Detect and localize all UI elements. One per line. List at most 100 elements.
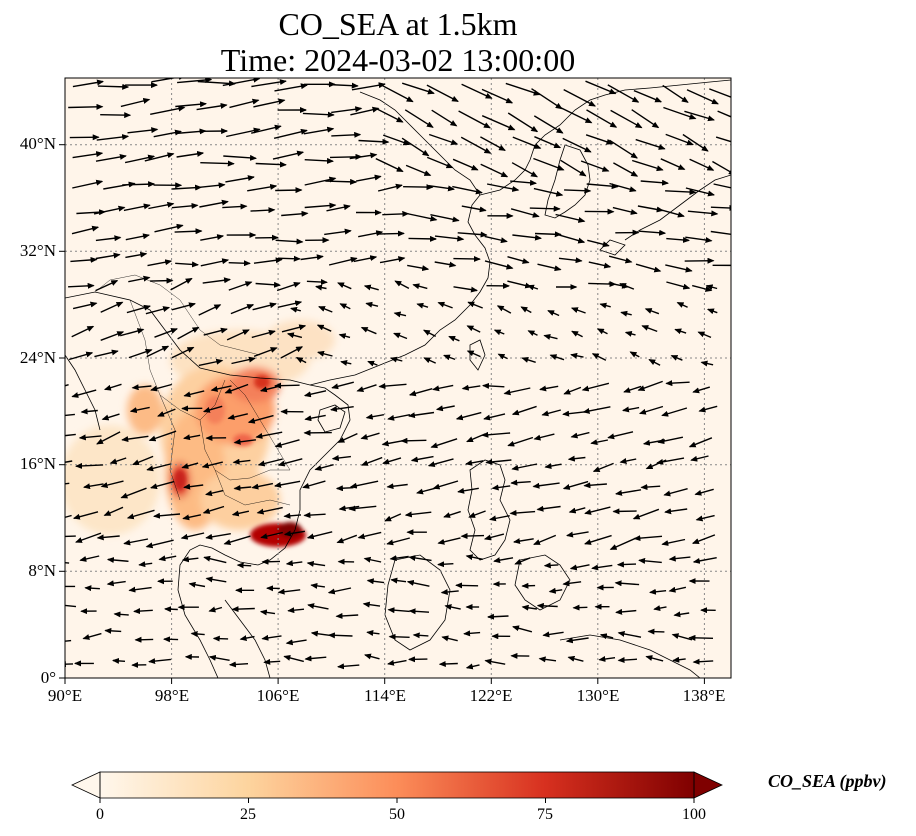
wind-arrow (568, 507, 586, 514)
wind-arrow (363, 284, 379, 291)
wind-arrow (510, 179, 537, 186)
wind-arrow (596, 328, 608, 335)
wind-arrow (713, 183, 731, 189)
wind-arrow (247, 414, 274, 424)
wind-arrow (104, 627, 122, 634)
wind-arrow (432, 480, 459, 490)
chart-subtitle-time: Time: 2024-03-02 13:00:00 (220, 42, 576, 78)
wind-arrow (635, 263, 662, 273)
wind-arrow (290, 306, 301, 313)
wind-arrow (367, 360, 378, 367)
wind-arrow (379, 256, 406, 264)
wind-arrow (222, 78, 261, 87)
wind-arrow (465, 554, 483, 561)
wind-arrow (534, 231, 562, 238)
wind-arrow (302, 111, 335, 118)
wind-arrow (633, 535, 663, 542)
wind-arrow (360, 456, 383, 466)
wind-arrow (583, 482, 607, 489)
wind-arrow (285, 560, 303, 567)
lon-tick-label: 106°E (256, 686, 300, 705)
wind-arrow (72, 151, 104, 159)
wind-arrow (253, 98, 286, 108)
wind-arrow (181, 462, 199, 469)
wind-arrow (615, 608, 637, 615)
wind-arrow (100, 331, 125, 341)
lon-tick-label: 98°E (154, 686, 190, 705)
wind-arrow (302, 480, 326, 489)
wind-arrow (163, 636, 179, 643)
wind-arrow (390, 577, 407, 584)
wind-arrow (663, 488, 688, 497)
wind-arrow (233, 484, 252, 491)
wind-arrow (434, 235, 465, 242)
wind-arrow (686, 89, 719, 105)
wind-arrow (673, 611, 690, 618)
wind-arrow (154, 328, 178, 338)
wind-arrow (274, 439, 300, 448)
wind-arrow (709, 88, 731, 98)
wind-arrow (586, 183, 619, 190)
wind-arrow (572, 604, 588, 611)
wind-arrow (239, 635, 255, 642)
wind-arrow (548, 587, 563, 594)
wind-arrow (327, 82, 359, 89)
wind-arrow (465, 459, 484, 466)
wind-arrow (375, 157, 404, 173)
wind-arrow (428, 185, 455, 192)
wind-arrow (692, 557, 717, 564)
colorbar-tick-label: 25 (240, 806, 256, 823)
wind-arrow (382, 457, 402, 465)
wind-arrow (330, 406, 354, 412)
wind-arrow (631, 109, 660, 129)
wind-arrow (616, 561, 637, 568)
wind-arrow (619, 458, 637, 464)
map-background (65, 78, 731, 678)
wind-arrow (582, 406, 611, 414)
wind-arrow (484, 235, 508, 244)
wind-arrow (510, 208, 540, 218)
wind-arrow (663, 106, 697, 120)
wind-arrow (256, 506, 283, 515)
wind-arrow (641, 325, 658, 333)
wind-arrow (80, 408, 98, 415)
wind-arrow (72, 179, 104, 189)
wind-arrow (124, 154, 156, 164)
wind-arrow (461, 384, 481, 391)
wind-arrow (520, 306, 532, 314)
wind-arrow (121, 435, 149, 443)
wind-arrow (70, 256, 98, 263)
wind-arrow (563, 88, 596, 107)
wind-arrow (68, 351, 94, 361)
wind-arrow (461, 83, 493, 99)
wind-arrow (509, 509, 536, 516)
wind-arrow (563, 386, 582, 395)
wind-arrow (133, 608, 153, 615)
wind-arrow (547, 310, 560, 317)
wind-arrow (444, 604, 461, 610)
wind-arrow (277, 458, 303, 467)
wind-arrow (665, 380, 690, 387)
wind-arrow (437, 301, 453, 309)
wind-arrow (388, 633, 410, 640)
wind-arrow (335, 485, 354, 492)
wind-arrow (544, 463, 562, 469)
wind-arrow (569, 564, 590, 571)
wind-arrow (538, 656, 557, 663)
wind-arrow (277, 588, 301, 595)
wind-arrow (558, 106, 593, 124)
colorbar-tick-label: 50 (389, 806, 405, 823)
wind-arrow (113, 611, 129, 618)
wind-arrow (619, 283, 635, 290)
wind-arrow (131, 384, 152, 391)
wind-arrow (412, 632, 429, 639)
wind-arrow (196, 102, 228, 111)
wind-arrow (662, 84, 689, 103)
wind-arrow (228, 281, 253, 291)
wind-arrow (587, 239, 610, 248)
wind-arrow (533, 433, 555, 441)
wind-arrow (466, 350, 481, 358)
wind-arrow (95, 235, 122, 242)
wind-arrow (513, 538, 534, 544)
wind-arrow (531, 88, 563, 110)
